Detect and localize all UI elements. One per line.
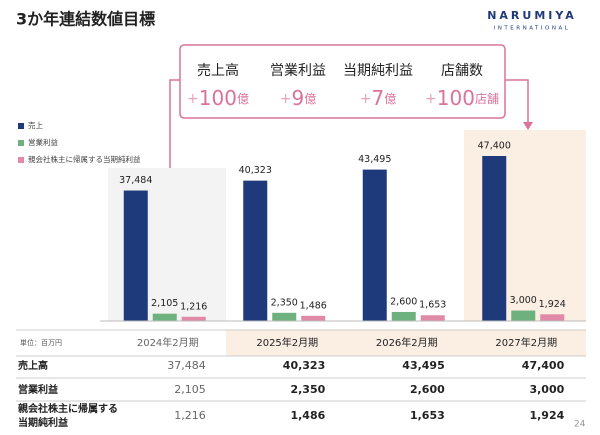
table-value: 37,484 bbox=[167, 359, 206, 372]
value-label: 43,495 bbox=[358, 154, 391, 165]
column-header: 2027年2月期 bbox=[495, 336, 557, 349]
table-value: 2,105 bbox=[174, 383, 206, 396]
table-value: 2,600 bbox=[410, 383, 445, 396]
legend-label: 売上 bbox=[28, 120, 43, 130]
target-label: 当期純利益 bbox=[343, 63, 413, 79]
value-label: 1,653 bbox=[419, 300, 446, 311]
bar bbox=[391, 311, 416, 321]
legend-swatch bbox=[18, 157, 24, 163]
bar bbox=[181, 316, 206, 321]
target-unit: 店舗 bbox=[475, 92, 499, 106]
target-value: +100店舗 bbox=[425, 86, 499, 110]
value-label: 40,323 bbox=[239, 165, 272, 176]
target-amount: 9 bbox=[291, 86, 304, 110]
table-value: 3,000 bbox=[529, 383, 564, 396]
value-label: 1,486 bbox=[300, 300, 327, 311]
target-unit: 億 bbox=[237, 92, 249, 106]
bar bbox=[301, 315, 326, 321]
logo: NARUMIYA bbox=[487, 9, 577, 22]
target-sign: + bbox=[360, 91, 372, 107]
target-sign: + bbox=[425, 91, 437, 107]
bar bbox=[152, 313, 177, 321]
table-unit: 単位：百万円 bbox=[20, 338, 62, 347]
value-label: 2,105 bbox=[151, 298, 178, 309]
column-header: 2025年2月期 bbox=[256, 336, 318, 349]
table-value: 47,400 bbox=[522, 359, 565, 372]
value-label: 1,216 bbox=[180, 301, 207, 312]
bar bbox=[420, 315, 445, 321]
bar bbox=[243, 180, 268, 321]
bar bbox=[482, 156, 507, 321]
column-header: 2026年2月期 bbox=[376, 336, 438, 349]
row-label: 売上高 bbox=[18, 359, 48, 372]
target-amount: 100 bbox=[437, 86, 475, 110]
arrow-head bbox=[523, 122, 533, 130]
callout-box bbox=[179, 44, 506, 119]
bar bbox=[540, 314, 565, 321]
target-unit: 億 bbox=[384, 92, 396, 106]
row-label: 親会社株主に帰属する bbox=[18, 402, 118, 415]
table-value: 2,350 bbox=[290, 383, 325, 396]
logo-sub: INTERNATIONAL bbox=[494, 26, 571, 32]
value-label: 1,924 bbox=[539, 299, 566, 310]
table-value: 1,486 bbox=[290, 409, 325, 422]
value-label: 37,484 bbox=[119, 175, 152, 186]
callout-line bbox=[169, 79, 180, 168]
table-value: 43,495 bbox=[402, 359, 444, 372]
target-sign: + bbox=[187, 91, 199, 107]
target-label: 売上高 bbox=[197, 62, 239, 79]
target-value: +9億 bbox=[280, 86, 316, 110]
table-value: 1,216 bbox=[174, 409, 206, 422]
callout-arrow bbox=[505, 79, 529, 125]
value-label: 3,000 bbox=[510, 295, 537, 306]
legend-label: 親会社株主に帰属する当期純利益 bbox=[28, 154, 141, 164]
target-sign: + bbox=[280, 91, 292, 107]
column-header: 2024年2月期 bbox=[137, 336, 199, 349]
target-label: 営業利益 bbox=[270, 63, 326, 79]
value-label: 47,400 bbox=[478, 141, 511, 152]
target-value: +7億 bbox=[360, 86, 396, 110]
table-value: 1,653 bbox=[410, 409, 445, 422]
slide-title: 3か年連結数値目標 bbox=[16, 10, 155, 29]
target-value: +100億 bbox=[187, 86, 249, 110]
page-number: 24 bbox=[574, 420, 586, 430]
value-label: 2,350 bbox=[271, 297, 298, 308]
bar bbox=[511, 310, 536, 321]
legend-swatch bbox=[18, 123, 24, 129]
table-value: 40,323 bbox=[283, 359, 325, 372]
legend-swatch bbox=[18, 140, 24, 146]
bar bbox=[123, 190, 148, 321]
target-amount: 7 bbox=[371, 86, 384, 110]
bar bbox=[272, 312, 297, 321]
target-unit: 億 bbox=[304, 92, 316, 106]
row-label: 当期純利益 bbox=[18, 416, 68, 429]
target-label: 店舗数 bbox=[441, 63, 483, 79]
bar bbox=[362, 169, 387, 321]
value-label: 2,600 bbox=[390, 296, 417, 307]
target-amount: 100 bbox=[199, 86, 237, 110]
legend-label: 営業利益 bbox=[28, 137, 58, 147]
table-head-highlight bbox=[226, 330, 586, 356]
table-value: 1,924 bbox=[529, 409, 564, 422]
row-label: 営業利益 bbox=[18, 383, 58, 396]
